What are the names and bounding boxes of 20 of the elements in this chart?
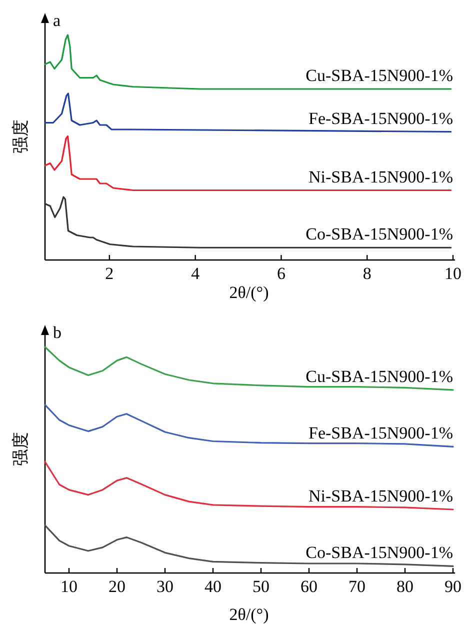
title: a (53, 11, 61, 30)
x-tick-label: 4 (191, 264, 200, 283)
x-tick-label: 10 (60, 577, 78, 596)
x-tick-label: 90 (444, 577, 462, 596)
x-tick-label: 20 (108, 577, 126, 596)
x-tick-label: 10 (444, 264, 462, 283)
x-tick-label: 50 (252, 577, 270, 596)
x-tick-label: 2 (105, 264, 114, 283)
y-label: 强度 (11, 432, 30, 466)
x-tick-label: 6 (276, 264, 286, 283)
x-label: 2θ/(°) (229, 605, 269, 624)
x-tick-label: 30 (156, 577, 174, 596)
x-tick-label: 70 (348, 577, 366, 596)
x-label: 2θ/(°) (229, 283, 269, 302)
x-tick-label: 60 (300, 577, 318, 596)
y-label: 强度 (11, 120, 30, 154)
title: b (53, 323, 62, 342)
x-tick-label: 8 (362, 264, 372, 283)
x-tick-label: 80 (396, 577, 414, 596)
x-tick-label: 40 (204, 577, 222, 596)
